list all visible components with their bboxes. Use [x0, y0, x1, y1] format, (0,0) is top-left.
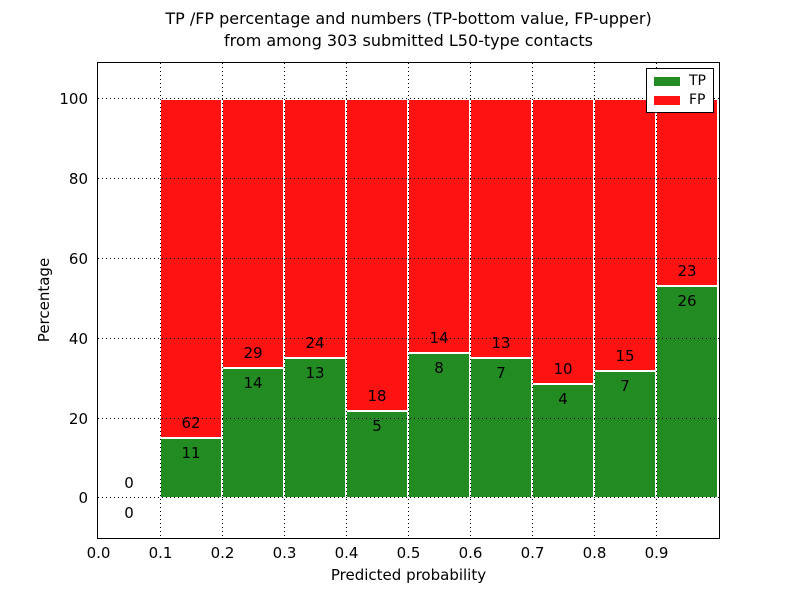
gridline-vertical — [531, 63, 533, 538]
legend-swatch-fp — [654, 95, 680, 105]
x-tick-label: 0.3 — [272, 544, 297, 562]
bar-segment-tp — [346, 411, 408, 498]
gridline-horizontal — [98, 337, 719, 339]
x-tick-label: 0.0 — [86, 544, 111, 562]
gridline-vertical — [159, 63, 161, 538]
legend-row-tp: TP — [654, 74, 706, 88]
x-tick-label: 0.2 — [210, 544, 235, 562]
legend-label-tp: TP — [689, 73, 706, 89]
bar-segment-tp — [160, 437, 222, 498]
gridline-vertical — [221, 63, 223, 538]
gridline-horizontal — [98, 417, 719, 419]
y-tick-label: 60 — [68, 250, 88, 268]
tp-count-label: 7 — [620, 376, 630, 395]
tp-count-label: 11 — [181, 443, 201, 462]
x-tick-label: 0.4 — [334, 544, 359, 562]
fp-count-label: 0 — [124, 473, 134, 492]
chart-title-line1: TP /FP percentage and numbers (TP-bottom… — [165, 9, 652, 28]
legend: TP FP — [646, 68, 714, 113]
x-axis-label: Predicted probability — [330, 566, 487, 584]
fp-count-label: 29 — [243, 343, 263, 362]
chart-title: TP /FP percentage and numbers (TP-bottom… — [97, 8, 720, 52]
x-tick-label: 0.1 — [148, 544, 173, 562]
tp-count-label: 14 — [243, 373, 263, 392]
bar-segment-tp — [470, 358, 532, 498]
legend-row-fp: FP — [654, 93, 706, 107]
bar-segment-tp — [594, 370, 656, 498]
fp-count-label: 62 — [181, 413, 201, 432]
tp-count-label: 4 — [558, 389, 568, 408]
tp-count-label: 0 — [124, 503, 134, 522]
gridline-vertical — [345, 63, 347, 538]
y-tick-label: 100 — [59, 90, 88, 109]
chart-title-line2: from among 303 submitted L50-type contac… — [224, 31, 593, 50]
fp-count-label: 14 — [429, 328, 449, 347]
fp-count-label: 13 — [491, 334, 511, 353]
x-tick-label: 0.5 — [396, 544, 421, 562]
fp-count-label: 23 — [677, 262, 697, 281]
bar-segment-fp — [160, 98, 222, 438]
tp-count-label: 7 — [496, 364, 506, 383]
gridline-horizontal — [98, 497, 719, 499]
fp-count-label: 10 — [553, 359, 573, 378]
legend-swatch-tp — [654, 76, 680, 86]
y-tick-label: 40 — [68, 329, 88, 348]
bar-segment-fp — [408, 98, 470, 353]
gridline-vertical — [469, 63, 471, 538]
tp-count-label: 13 — [305, 363, 325, 382]
bar-segment-tp — [222, 367, 284, 498]
gridline-vertical — [283, 63, 285, 538]
fp-count-label: 18 — [367, 387, 387, 406]
bar-segment-tp — [656, 286, 718, 498]
gridline-horizontal — [98, 178, 719, 180]
x-tick-label: 0.8 — [582, 544, 607, 562]
gridline-vertical — [655, 63, 657, 538]
y-tick-label: 20 — [68, 409, 88, 428]
bar-segment-fp — [532, 98, 594, 384]
bar-segment-fp — [222, 98, 284, 368]
plot-area: 0 0 62 11 29 14 24 13 18 5 14 8 13 7 10 4 15 7 23 26 TP FP — [97, 62, 720, 539]
gridline-horizontal — [98, 98, 719, 100]
fp-count-label: 24 — [305, 333, 325, 352]
tp-count-label: 26 — [677, 292, 697, 311]
bar-segment-tp — [532, 383, 594, 498]
y-tick-label: 80 — [68, 170, 88, 189]
tp-count-label: 8 — [434, 358, 444, 377]
gridline-horizontal — [98, 258, 719, 259]
gridline-vertical — [407, 63, 409, 538]
gridline-vertical — [593, 63, 595, 538]
bar-segment-fp — [346, 98, 408, 412]
bar-segment-fp — [470, 98, 532, 359]
bar-segment-fp — [594, 98, 656, 371]
x-tick-label: 0.9 — [644, 544, 669, 562]
x-tick-label: 0.6 — [458, 544, 483, 562]
fp-count-label: 15 — [615, 346, 635, 365]
y-tick-label: 0 — [78, 489, 88, 508]
legend-label-fp: FP — [689, 92, 706, 108]
x-tick-label: 0.7 — [520, 544, 545, 562]
tp-count-label: 5 — [372, 417, 382, 436]
bar-segment-tp — [408, 352, 470, 498]
bar-segment-fp — [656, 98, 718, 287]
bar-segment-fp — [284, 98, 346, 358]
